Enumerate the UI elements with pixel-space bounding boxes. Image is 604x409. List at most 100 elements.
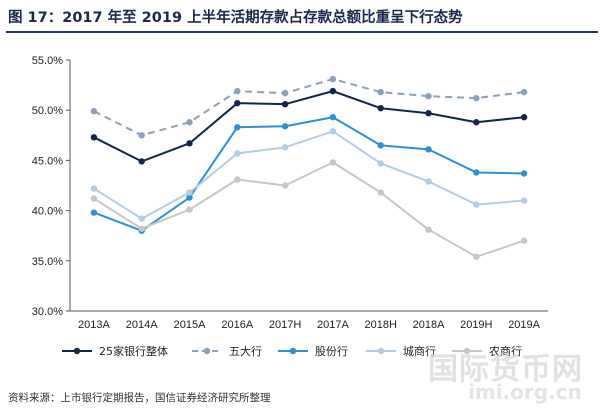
data-point bbox=[377, 160, 384, 167]
data-point bbox=[138, 225, 145, 232]
legend-marker bbox=[463, 347, 471, 355]
x-tick-label: 2015A bbox=[174, 319, 206, 331]
data-point bbox=[281, 182, 289, 189]
data-point bbox=[425, 178, 432, 185]
legend-item-2: 五大行 bbox=[192, 344, 262, 358]
data-point bbox=[186, 119, 193, 126]
watermark-url: imi.org.cn bbox=[468, 380, 582, 404]
chart-legend: 25家银行整体 五大行 股份行 城商行 农商行 bbox=[62, 344, 522, 358]
x-tick-label: 2017A bbox=[317, 319, 349, 331]
data-point bbox=[90, 134, 98, 141]
data-point bbox=[329, 114, 337, 121]
data-point bbox=[138, 215, 145, 222]
watermark: 国际货币网 bbox=[428, 352, 583, 387]
data-point bbox=[377, 189, 384, 196]
legend-label: 25家银行整体 bbox=[99, 344, 168, 358]
data-point bbox=[520, 197, 528, 204]
series-line bbox=[93, 130, 525, 220]
data-point bbox=[473, 201, 480, 208]
data-point bbox=[473, 119, 480, 126]
y-tick-label: 30.0% bbox=[32, 306, 63, 318]
x-tick-label: 2019A bbox=[508, 319, 540, 331]
legend-item-5: 农商行 bbox=[452, 344, 522, 358]
data-point bbox=[425, 92, 432, 100]
series-line bbox=[93, 90, 525, 163]
series-1 bbox=[90, 87, 528, 165]
data-point bbox=[473, 94, 480, 102]
series-line bbox=[93, 161, 525, 258]
data-point bbox=[138, 132, 145, 139]
series-line bbox=[93, 116, 525, 232]
data-point bbox=[186, 194, 193, 201]
data-point bbox=[520, 88, 528, 96]
data-point bbox=[90, 195, 98, 202]
data-point bbox=[281, 144, 289, 151]
data-point bbox=[520, 237, 528, 244]
data-point bbox=[234, 150, 241, 157]
data-point bbox=[90, 108, 98, 115]
legend-label: 五大行 bbox=[229, 344, 262, 358]
data-point bbox=[520, 170, 528, 177]
y-tick-label: 55.0% bbox=[32, 55, 63, 67]
data-point bbox=[90, 185, 98, 192]
data-point bbox=[329, 75, 337, 83]
series-5 bbox=[90, 159, 528, 260]
series-line bbox=[93, 78, 525, 137]
legend-item-3: 股份行 bbox=[278, 345, 348, 358]
y-axis-ticks: 30.0% 35.0% 40.0% 45.0% 50.0% 55.0% bbox=[32, 55, 70, 318]
data-point bbox=[377, 142, 384, 149]
legend-marker bbox=[73, 347, 81, 355]
data-point bbox=[234, 87, 241, 95]
x-axis-ticks: 2013A 2014A 2015A 2016A 2017H 2017A 2018H 2018A… bbox=[78, 319, 541, 331]
data-point bbox=[425, 146, 432, 153]
series-lines bbox=[90, 75, 528, 260]
x-tick-label: 2018A bbox=[413, 319, 445, 331]
data-point bbox=[234, 176, 241, 183]
data-point bbox=[473, 253, 480, 260]
data-point bbox=[281, 89, 289, 97]
data-point bbox=[186, 140, 193, 147]
legend-item-4: 城商行 bbox=[366, 344, 436, 358]
data-point bbox=[329, 159, 337, 166]
data-point bbox=[186, 206, 193, 213]
line-chart: 30.0% 35.0% 40.0% 45.0% 50.0% 55.0% 2013A 2014… bbox=[32, 55, 548, 358]
legend-marker bbox=[289, 347, 297, 355]
x-tick-label: 2017H bbox=[269, 319, 301, 331]
x-tick-label: 2016A bbox=[221, 319, 253, 331]
data-point bbox=[473, 169, 480, 176]
data-point bbox=[425, 226, 432, 233]
y-tick-label: 40.0% bbox=[32, 206, 63, 218]
data-point bbox=[281, 100, 289, 108]
data-point bbox=[425, 110, 432, 117]
y-tick-label: 45.0% bbox=[32, 155, 63, 167]
series-2 bbox=[90, 75, 528, 139]
data-point bbox=[186, 189, 193, 196]
x-tick-label: 2018H bbox=[364, 319, 396, 331]
data-point bbox=[377, 104, 384, 112]
data-point bbox=[329, 87, 337, 95]
source-note: 资料来源：上市银行定期报告，国信证券经济研究所整理 bbox=[8, 392, 271, 404]
data-point bbox=[281, 123, 289, 130]
legend-label: 农商行 bbox=[489, 344, 522, 358]
data-point bbox=[138, 158, 145, 165]
legend-marker bbox=[203, 347, 211, 355]
data-point bbox=[234, 99, 241, 107]
x-tick-label: 2014A bbox=[126, 319, 158, 331]
y-tick-label: 35.0% bbox=[32, 256, 63, 268]
title-rule bbox=[6, 31, 598, 33]
data-point bbox=[329, 128, 337, 135]
data-point bbox=[90, 209, 98, 216]
y-tick-label: 50.0% bbox=[32, 105, 63, 117]
legend-label: 城商行 bbox=[403, 344, 436, 358]
data-point bbox=[377, 88, 384, 96]
data-point bbox=[520, 114, 528, 121]
x-tick-label: 2019H bbox=[460, 319, 492, 331]
chart-axes bbox=[69, 60, 548, 312]
legend-label: 股份行 bbox=[315, 345, 348, 358]
legend-item-1: 25家银行整体 bbox=[62, 344, 168, 358]
data-point bbox=[234, 124, 241, 131]
figure-title: 图 17：2017 年至 2019 上半年活期存款占存款总额比重呈下行态势 bbox=[8, 10, 463, 26]
x-tick-label: 2013A bbox=[78, 319, 110, 331]
series-4 bbox=[90, 128, 528, 222]
legend-marker bbox=[377, 347, 385, 355]
